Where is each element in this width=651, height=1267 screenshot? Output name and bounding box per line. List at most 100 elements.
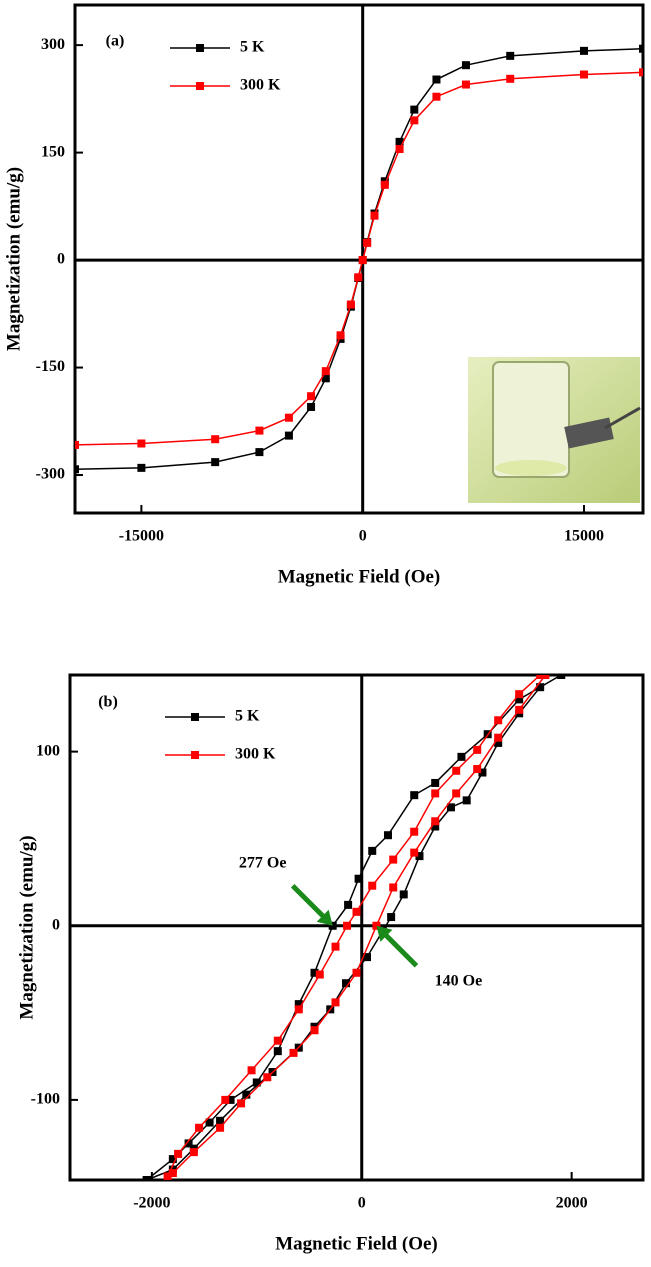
marker	[184, 1139, 193, 1148]
data-area	[142, 675, 566, 1180]
marker	[354, 874, 363, 883]
marker	[358, 256, 367, 265]
marker	[431, 817, 440, 826]
marker	[494, 738, 503, 747]
marker	[75, 465, 79, 474]
marker	[255, 448, 264, 457]
marker	[380, 180, 389, 189]
legend-label: 300 K	[240, 77, 281, 94]
annotation: 277 Oe	[239, 854, 287, 871]
marker	[473, 765, 482, 774]
marker	[273, 1036, 282, 1045]
marker	[174, 1149, 183, 1158]
marker	[410, 116, 419, 125]
marker	[639, 44, 643, 53]
marker	[368, 881, 377, 890]
marker	[452, 789, 461, 798]
marker	[410, 105, 419, 114]
arrow-head	[376, 925, 393, 942]
marker	[352, 907, 361, 916]
legend-marker	[196, 82, 204, 90]
marker	[343, 921, 352, 930]
marker	[284, 413, 293, 422]
y-axis-title: Magnetization (emu/g)	[16, 835, 37, 1019]
marker	[195, 1123, 204, 1132]
marker	[515, 695, 524, 704]
marker	[370, 211, 379, 220]
marker	[389, 883, 398, 892]
chart-panel: -2000 0 2000 -100 0 100 Magnetic Field (Oe) Mag…	[16, 673, 645, 1254]
marker	[354, 273, 363, 282]
marker	[307, 402, 316, 411]
marker	[506, 74, 515, 83]
marker	[541, 675, 550, 679]
legend-marker	[191, 751, 199, 759]
series-line	[146, 675, 562, 1180]
marker	[446, 803, 455, 812]
x-tick-label: 2000	[556, 1195, 588, 1212]
marker	[237, 1099, 246, 1108]
y-tick-label: -150	[36, 358, 65, 375]
marker	[557, 675, 566, 679]
marker	[579, 70, 588, 79]
marker	[579, 46, 588, 55]
marker	[478, 768, 487, 777]
marker	[273, 1047, 282, 1056]
marker	[221, 1095, 230, 1104]
marker	[415, 852, 424, 861]
marker	[431, 778, 440, 787]
marker	[321, 367, 330, 376]
marker	[494, 716, 503, 725]
y-tick-label: 100	[36, 742, 60, 759]
marker	[263, 1073, 272, 1082]
marker	[410, 791, 419, 800]
marker	[383, 831, 392, 840]
marker	[387, 913, 396, 922]
marker	[410, 848, 419, 857]
marker	[395, 145, 404, 154]
legend-marker	[196, 44, 204, 52]
marker	[294, 1000, 303, 1009]
x-axis-title: Magnetic Field (Oe)	[278, 566, 441, 587]
y-tick-label: 150	[41, 143, 65, 160]
y-tick-label: -100	[31, 1091, 60, 1108]
x-tick-label: -2000	[133, 1195, 170, 1212]
marker	[331, 942, 340, 951]
marker	[189, 1148, 198, 1157]
marker	[321, 374, 330, 383]
marker	[310, 968, 319, 977]
marker	[432, 75, 441, 84]
y-tick-label: 0	[52, 916, 60, 933]
marker	[395, 137, 404, 146]
marker	[352, 968, 361, 977]
marker	[331, 998, 340, 1007]
marker	[307, 392, 316, 401]
data-area	[75, 44, 643, 474]
arrow-shaft	[290, 883, 327, 920]
x-tick-label: 0	[359, 528, 367, 545]
marker	[399, 890, 408, 899]
arrow-head	[316, 909, 333, 926]
marker	[515, 690, 524, 699]
marker	[75, 440, 79, 449]
marker	[473, 745, 482, 754]
marker	[389, 855, 398, 864]
marker	[362, 953, 371, 962]
marker	[344, 900, 353, 909]
y-tick-label: 0	[57, 251, 65, 268]
marker	[168, 1169, 177, 1178]
marker	[494, 733, 503, 742]
marker	[168, 1155, 177, 1164]
marker	[432, 92, 441, 101]
marker	[142, 1176, 151, 1180]
marker	[410, 827, 419, 836]
chart-panel: -15000 0 15000 -300 -150 0 150 300 Magnetic Fiel…	[3, 3, 645, 587]
marker	[310, 1026, 319, 1035]
x-tick-label: -15000	[119, 528, 164, 545]
marker	[242, 1090, 251, 1099]
marker	[216, 1123, 225, 1132]
x-axis-title: Magnetic Field (Oe)	[275, 1233, 438, 1254]
marker	[211, 435, 220, 444]
marker	[205, 1118, 214, 1127]
